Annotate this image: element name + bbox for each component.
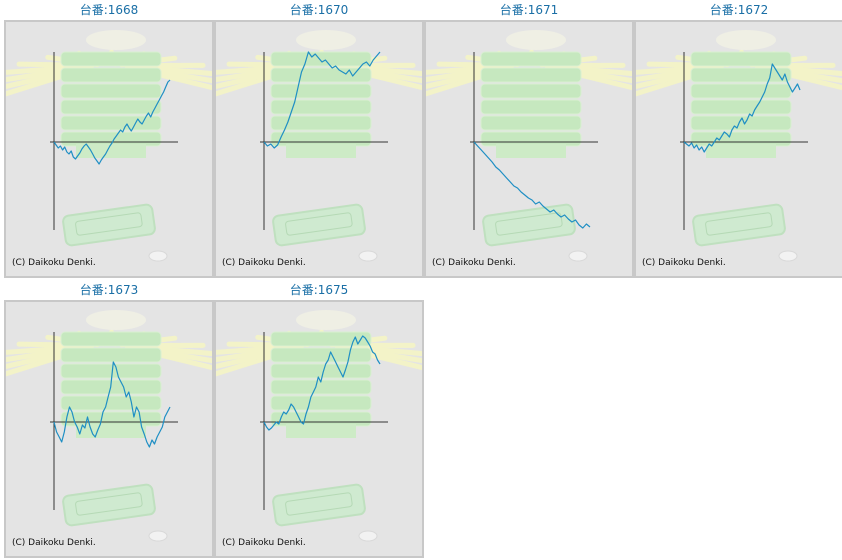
machine-card: 台番:1670 (C) Daikoku Denki. bbox=[214, 0, 424, 278]
copyright-text: (C) Daikoku Denki. bbox=[12, 258, 96, 268]
background-art bbox=[426, 30, 632, 262]
slump-graph bbox=[426, 30, 632, 262]
copyright-text: (C) Daikoku Denki. bbox=[222, 258, 306, 268]
background-art bbox=[6, 30, 212, 262]
chart-panel: (C) Daikoku Denki. bbox=[4, 20, 214, 278]
chart-title: 台番:1671 bbox=[424, 2, 634, 18]
slump-graph bbox=[636, 30, 842, 262]
machine-card: 台番:1668 (C) Daikoku Denki. bbox=[4, 0, 214, 278]
series-line bbox=[473, 141, 591, 229]
series-line bbox=[683, 63, 801, 153]
machine-title-link[interactable]: 台番:1670 bbox=[289, 3, 349, 17]
chart-title: 台番:1673 bbox=[4, 282, 214, 298]
background-art bbox=[636, 30, 842, 262]
slump-graph bbox=[216, 310, 422, 542]
machine-title-link[interactable]: 台番:1673 bbox=[79, 283, 139, 297]
chart-panel: (C) Daikoku Denki. bbox=[4, 300, 214, 558]
series-line bbox=[53, 79, 171, 165]
copyright-text: (C) Daikoku Denki. bbox=[12, 538, 96, 548]
copyright-text: (C) Daikoku Denki. bbox=[222, 538, 306, 548]
machine-card: 台番:1673 (C) Daikoku Denki. bbox=[4, 280, 214, 558]
series-line bbox=[263, 51, 381, 149]
copyright-text: (C) Daikoku Denki. bbox=[432, 258, 516, 268]
background-art bbox=[6, 310, 212, 542]
chart-title: 台番:1675 bbox=[214, 282, 424, 298]
machine-title-link[interactable]: 台番:1668 bbox=[79, 3, 139, 17]
series-line bbox=[263, 335, 381, 431]
copyright-text: (C) Daikoku Denki. bbox=[642, 258, 726, 268]
chart-panel: (C) Daikoku Denki. bbox=[214, 20, 424, 278]
slump-graph bbox=[6, 30, 212, 262]
series-line bbox=[53, 361, 171, 448]
machine-title-link[interactable]: 台番:1671 bbox=[499, 3, 559, 17]
machine-card: 台番:1672 (C) Daikoku Denki. bbox=[634, 0, 842, 278]
slump-graph bbox=[6, 310, 212, 542]
machine-title-link[interactable]: 台番:1672 bbox=[709, 3, 769, 17]
background-art bbox=[216, 30, 422, 262]
machine-card: 台番:1675 (C) Daikoku Denki. bbox=[214, 280, 424, 558]
chart-panel: (C) Daikoku Denki. bbox=[634, 20, 842, 278]
chart-panel: (C) Daikoku Denki. bbox=[424, 20, 634, 278]
background-art bbox=[216, 310, 422, 542]
machine-title-link[interactable]: 台番:1675 bbox=[289, 283, 349, 297]
machine-card: 台番:1671 (C) Daikoku Denki. bbox=[424, 0, 634, 278]
chart-title: 台番:1668 bbox=[4, 2, 214, 18]
chart-title: 台番:1670 bbox=[214, 2, 424, 18]
chart-panel: (C) Daikoku Denki. bbox=[214, 300, 424, 558]
slump-graph bbox=[216, 30, 422, 262]
chart-title: 台番:1672 bbox=[634, 2, 842, 18]
